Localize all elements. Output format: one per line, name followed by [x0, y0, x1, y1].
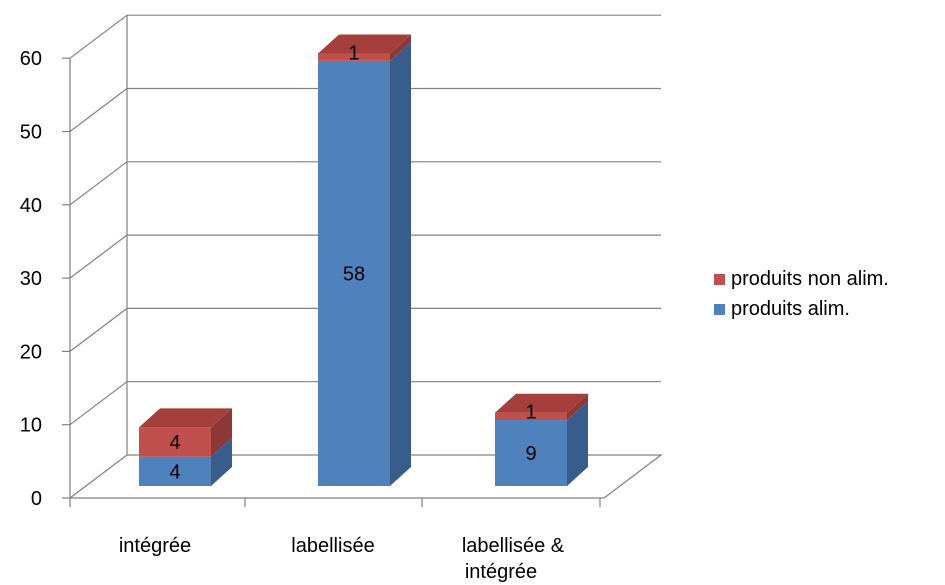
bar-produits-non-alim: [495, 412, 567, 421]
floor: [69, 454, 663, 499]
bar-side: [567, 393, 588, 421]
gridline: [69, 381, 128, 426]
bar-top: [495, 393, 588, 413]
y-tick-label: 60: [20, 48, 42, 70]
bar-side: [567, 401, 588, 486]
y-axis: 0 10 20 30 40 50 60: [20, 48, 70, 510]
bar-produits-non-alim: [318, 53, 390, 61]
bar-produits-alim: [495, 420, 567, 486]
gridline: [69, 161, 128, 206]
bar-produits-non-alim: [139, 427, 211, 457]
legend-swatch: [714, 273, 725, 285]
gridline: [69, 234, 128, 279]
legend-label: produits non alim.: [731, 267, 889, 290]
x-tick-label: intégrée: [119, 535, 191, 557]
y-tick-label: 50: [20, 122, 42, 144]
bar-side: [390, 41, 411, 487]
y-tick-label: 30: [20, 268, 42, 290]
x-tick-label: labellisée & intégrée: [462, 535, 565, 583]
data-label: 58: [343, 263, 365, 285]
data-label: 1: [525, 402, 536, 424]
data-label: 9: [525, 443, 536, 465]
gridline: [69, 307, 128, 352]
x-axis: intégrée labellisée labellisée & intégrée: [69, 498, 601, 583]
data-labels: 4 4 58 1 9 1: [169, 43, 536, 484]
bar-produits-alim: [139, 456, 211, 486]
y-tick-label: 20: [20, 341, 42, 363]
gridline: [69, 88, 128, 132]
legend-item: produits alim.: [714, 294, 889, 324]
gridline: [69, 14, 128, 59]
bar-side: [211, 408, 232, 457]
y-tick-label: 10: [20, 415, 42, 437]
bar-side: [211, 437, 232, 486]
legend-item: produits non alim.: [714, 264, 889, 294]
data-label: 4: [169, 432, 180, 454]
x-tick-label: labellisée: [291, 535, 374, 557]
data-label: 4: [169, 461, 180, 483]
legend-label: produits alim.: [731, 297, 850, 320]
bar-side: [390, 34, 411, 61]
y-tick-label: 40: [20, 195, 42, 217]
bar-top: [318, 34, 411, 54]
bars: [139, 34, 588, 487]
data-label: 1: [348, 43, 359, 65]
legend: produits non alim. produits alim.: [714, 264, 889, 324]
bar-produits-alim: [318, 60, 390, 487]
legend-swatch: [714, 303, 725, 315]
y-tick-label: 0: [31, 488, 42, 510]
bar-top: [139, 408, 232, 428]
